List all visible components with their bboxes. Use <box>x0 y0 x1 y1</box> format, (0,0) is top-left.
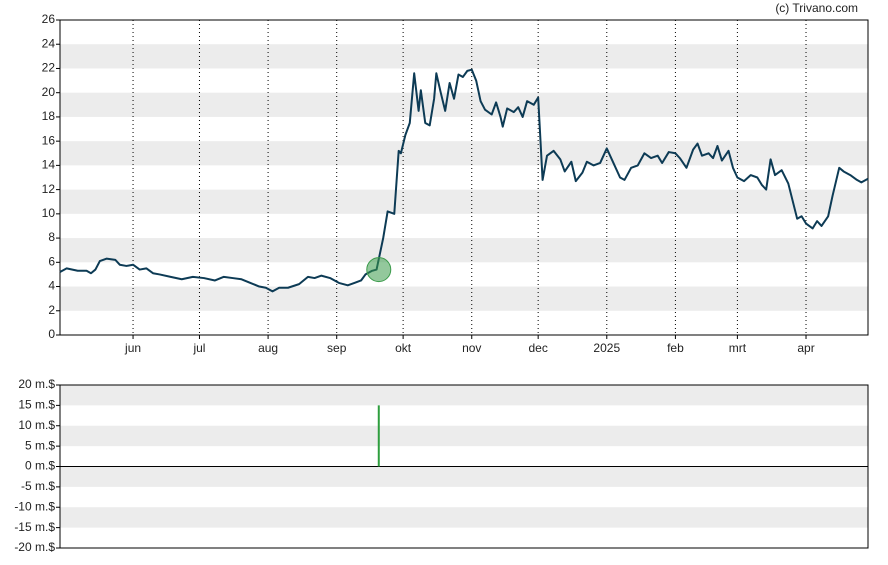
price-line <box>59 68 869 293</box>
y-tick-label: 22 <box>42 61 56 75</box>
y-tick-label: -10 m.$ <box>14 499 55 513</box>
y-tick-label: 0 m.$ <box>25 459 55 473</box>
y-tick-label: -20 m.$ <box>14 540 55 554</box>
y-tick-label: -15 m.$ <box>14 520 55 534</box>
x-tick-label: jun <box>124 341 141 355</box>
y-tick-label: 10 <box>42 206 56 220</box>
grid-band <box>60 189 868 214</box>
y-tick-label: 12 <box>42 182 56 196</box>
y-tick-label: 20 <box>42 85 56 99</box>
y-tick-label: 2 <box>48 303 55 317</box>
y-tick-label: 24 <box>42 36 56 50</box>
y-tick-label: 10 m.$ <box>18 418 55 432</box>
y-tick-label: 15 m.$ <box>18 398 55 412</box>
x-tick-label: okt <box>395 341 412 355</box>
grid-band <box>60 44 868 69</box>
y-tick-label: 16 <box>42 133 56 147</box>
grid-band <box>60 466 868 487</box>
x-tick-label: feb <box>667 341 684 355</box>
y-tick-label: 14 <box>42 158 56 172</box>
y-tick-label: 18 <box>42 109 56 123</box>
y-tick-label: 0 <box>48 327 55 341</box>
y-tick-label: 8 <box>48 230 55 244</box>
x-tick-label: apr <box>797 341 814 355</box>
grid-band <box>60 385 868 406</box>
source: (c) Trivano.com <box>775 1 858 15</box>
x-tick-label: 2025 <box>593 341 620 355</box>
event-marker <box>366 257 392 283</box>
grid-band <box>60 141 868 166</box>
y-tick-label: 4 <box>48 279 55 293</box>
grid-band <box>60 92 868 117</box>
x-tick-label: nov <box>462 341 481 355</box>
x-tick-label: mrt <box>729 341 747 355</box>
y-tick-label: 5 m.$ <box>25 438 55 452</box>
y-tick-label: 6 <box>48 254 55 268</box>
bar <box>377 405 380 467</box>
y-tick-label: -5 m.$ <box>21 479 55 493</box>
grid-band <box>60 507 868 528</box>
grid-band <box>60 425 868 447</box>
grid-band <box>60 238 868 263</box>
y-tick-label: 26 <box>42 12 56 26</box>
x-tick-label: sep <box>327 341 347 355</box>
x-tick-label: jul <box>192 341 205 355</box>
grid-band <box>60 286 868 311</box>
x-tick-label: aug <box>258 341 278 355</box>
plot-frame <box>59 19 869 336</box>
x-tick-label: dec <box>528 341 547 355</box>
y-tick-label: 20 m.$ <box>18 377 55 391</box>
